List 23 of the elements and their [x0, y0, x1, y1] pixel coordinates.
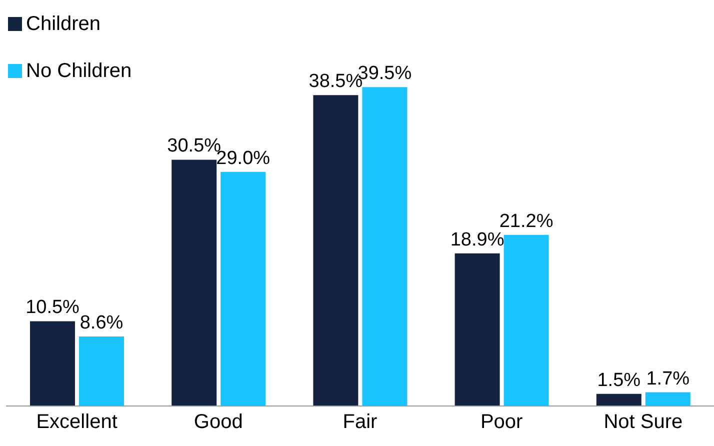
bar — [504, 234, 549, 406]
bar — [596, 394, 642, 406]
data-label: 10.5% — [26, 297, 80, 318]
bar — [313, 95, 358, 406]
data-label: 8.6% — [80, 312, 124, 334]
bar — [220, 172, 266, 406]
bar — [79, 336, 124, 406]
bar — [454, 253, 500, 406]
x-tick-label: Excellent — [36, 411, 118, 434]
data-label: 21.2% — [499, 210, 554, 232]
data-label: 1.7% — [646, 368, 690, 390]
x-tick-label: Not Sure — [604, 411, 683, 434]
x-tick-label: Fair — [342, 411, 378, 434]
data-label: 1.5% — [597, 370, 641, 391]
bar — [30, 321, 75, 406]
legend-label: No Children — [26, 58, 132, 84]
bar — [362, 87, 408, 406]
x-tick-label: Good — [194, 411, 243, 434]
bar — [645, 392, 690, 406]
x-tick-label: Poor — [480, 411, 524, 434]
data-label: 18.9% — [450, 229, 504, 250]
legend-label: Children — [26, 12, 100, 36]
bar — [172, 160, 217, 406]
